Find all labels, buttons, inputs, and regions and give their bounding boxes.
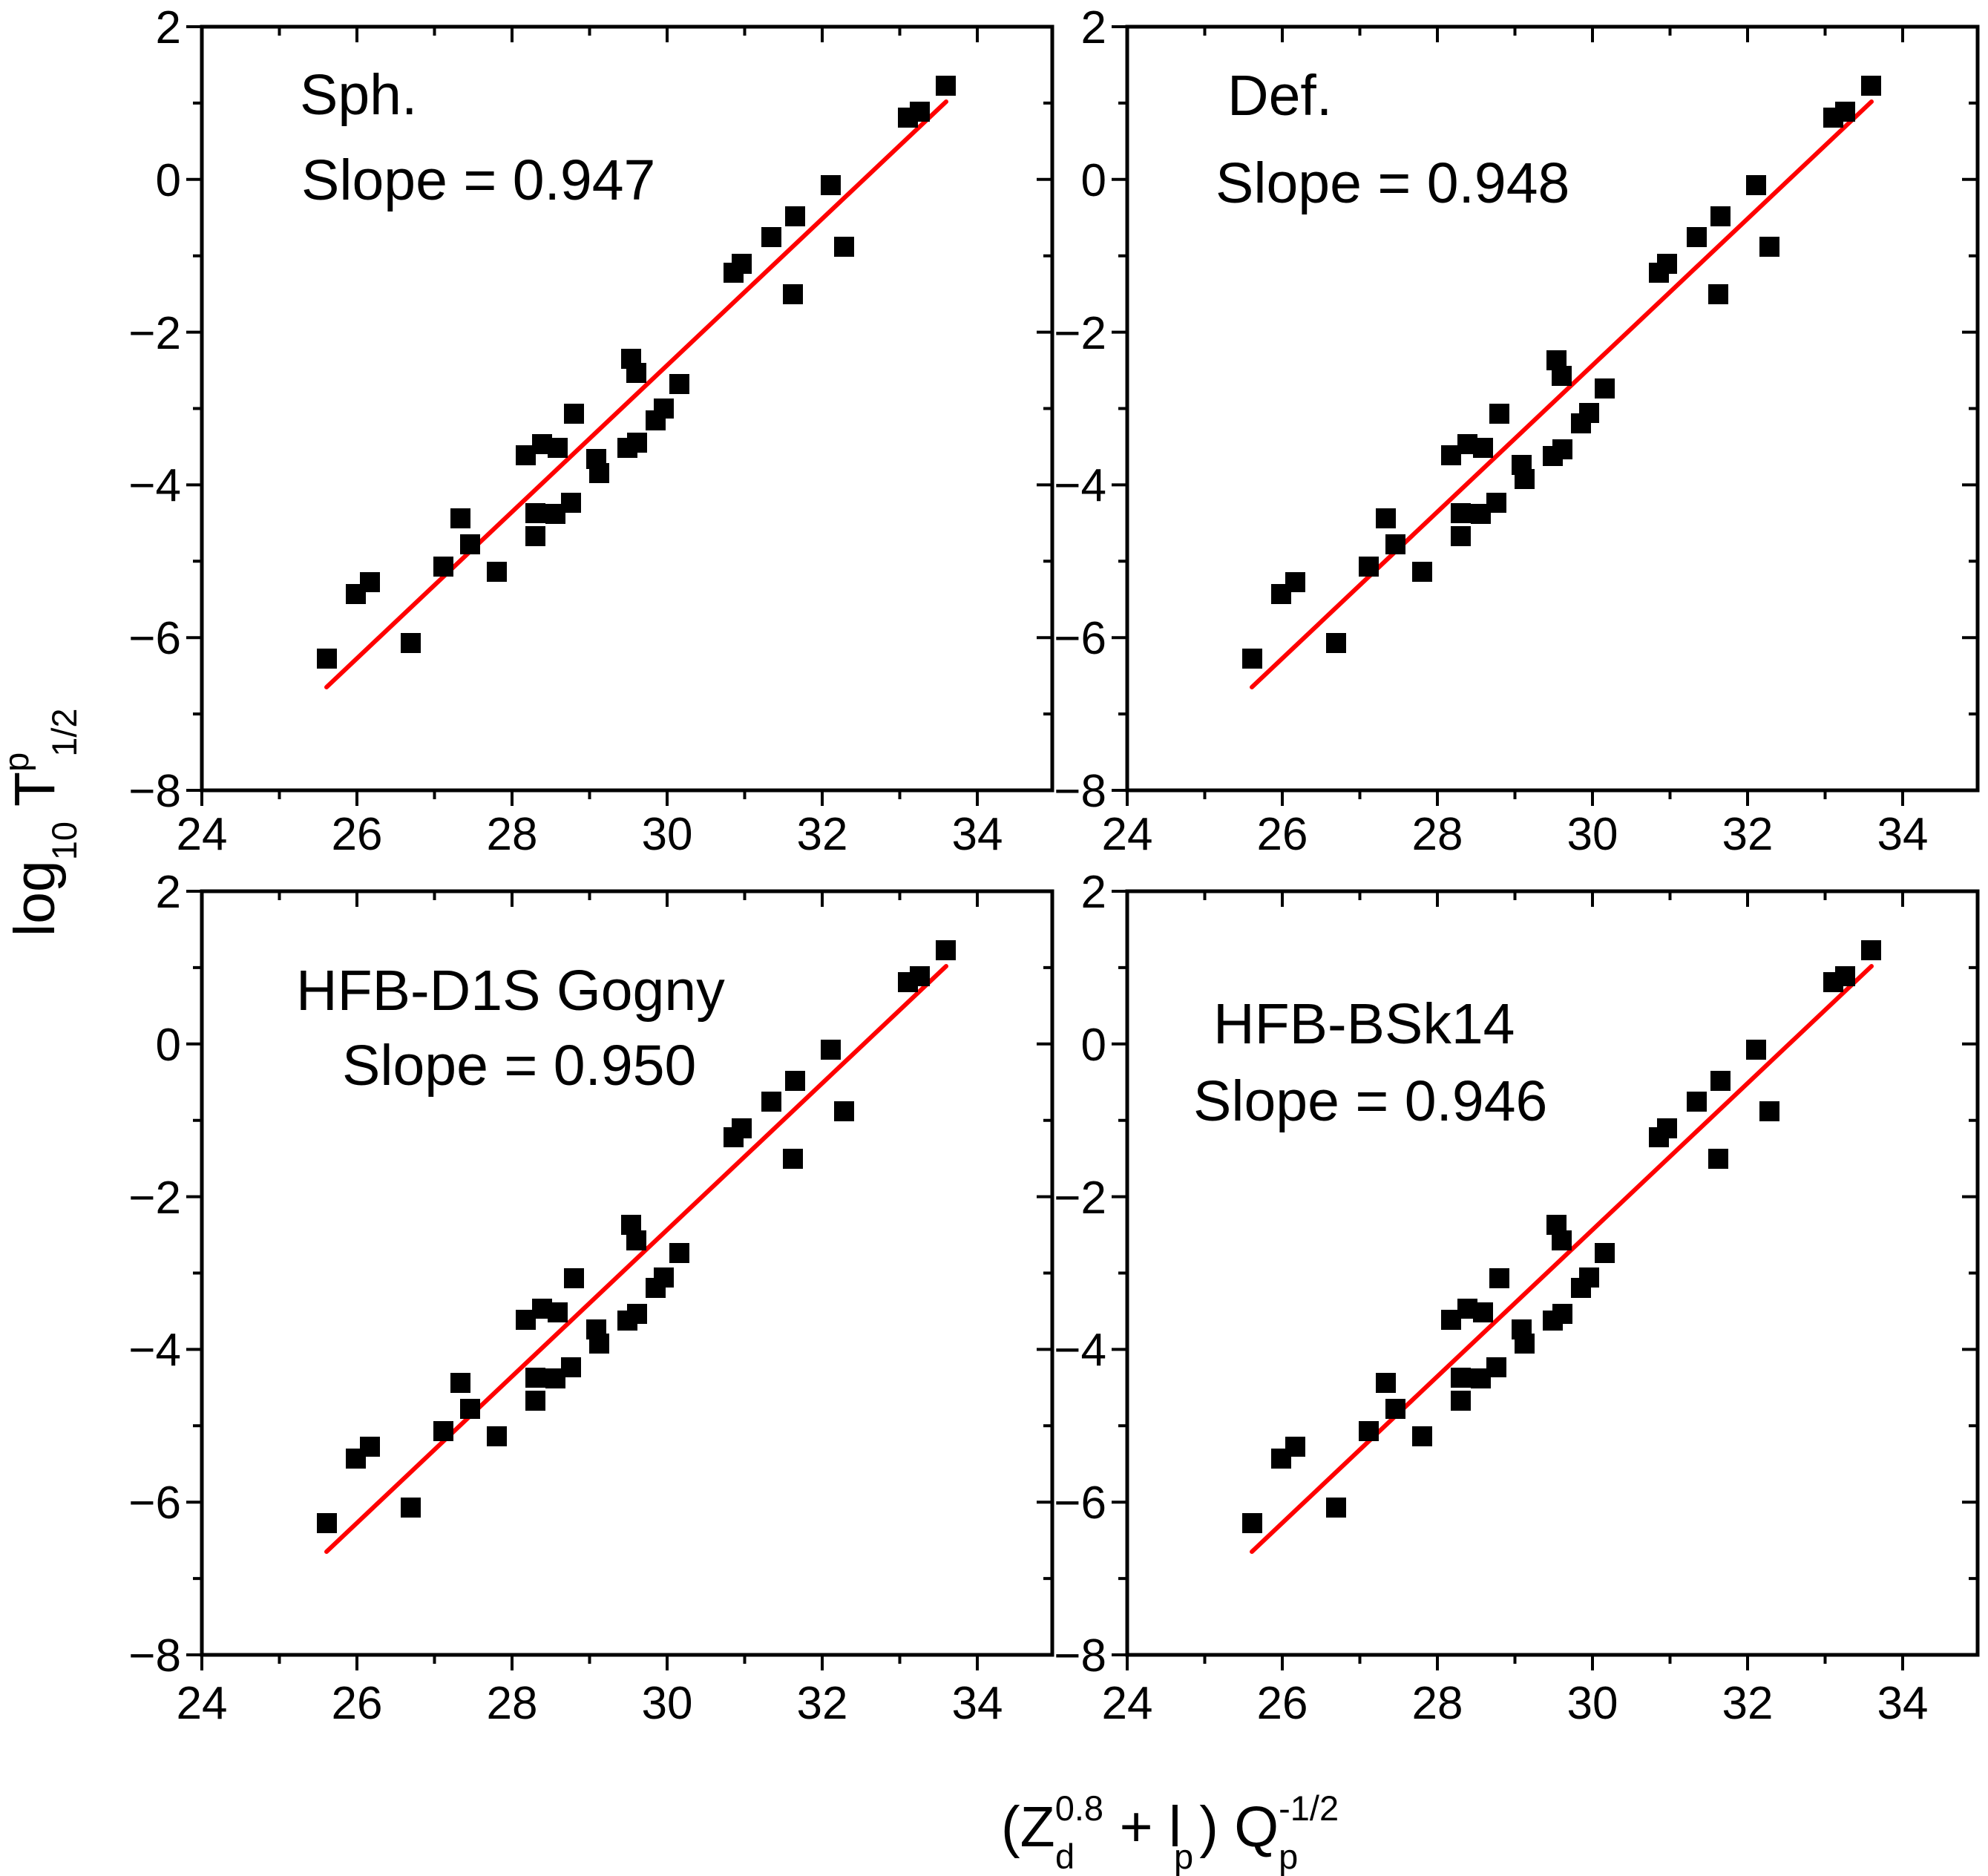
svg-text:Slope = 0.946: Slope = 0.946 xyxy=(1193,1069,1547,1133)
svg-text:−4: −4 xyxy=(128,460,181,511)
svg-text:2: 2 xyxy=(156,867,181,918)
svg-text:−8: −8 xyxy=(128,766,181,817)
svg-text:HFB-D1S Gogny: HFB-D1S Gogny xyxy=(296,959,725,1023)
svg-text:28: 28 xyxy=(487,1678,538,1729)
svg-text:32: 32 xyxy=(1722,1678,1774,1729)
svg-text:32: 32 xyxy=(1722,809,1774,860)
svg-text:−2: −2 xyxy=(128,308,181,359)
svg-text:2: 2 xyxy=(1081,2,1106,53)
svg-text:2: 2 xyxy=(156,2,181,53)
svg-text:−6: −6 xyxy=(1054,1477,1106,1529)
svg-text:2: 2 xyxy=(1081,867,1106,918)
svg-text:28: 28 xyxy=(487,809,538,860)
svg-text:Slope = 0.950: Slope = 0.950 xyxy=(342,1034,696,1098)
svg-text:−2: −2 xyxy=(128,1172,181,1224)
svg-text:30: 30 xyxy=(642,809,693,860)
svg-text:34: 34 xyxy=(952,1678,1003,1729)
svg-text:32: 32 xyxy=(797,1678,848,1729)
svg-text:0: 0 xyxy=(1081,1020,1106,1071)
svg-text:−8: −8 xyxy=(1054,766,1106,817)
svg-text:30: 30 xyxy=(1567,809,1618,860)
svg-text:24: 24 xyxy=(1102,809,1153,860)
svg-text:24: 24 xyxy=(177,1678,228,1729)
svg-text:−6: −6 xyxy=(128,1477,181,1529)
svg-text:34: 34 xyxy=(1877,809,1929,860)
svg-text:0: 0 xyxy=(156,155,181,206)
svg-text:−4: −4 xyxy=(1054,1325,1106,1376)
svg-text:26: 26 xyxy=(1257,809,1308,860)
svg-text:24: 24 xyxy=(177,809,228,860)
svg-text:−2: −2 xyxy=(1054,308,1106,359)
svg-text:Slope = 0.947: Slope = 0.947 xyxy=(301,148,655,212)
svg-text:−6: −6 xyxy=(128,613,181,664)
svg-text:28: 28 xyxy=(1412,1678,1463,1729)
svg-text:0: 0 xyxy=(156,1020,181,1071)
svg-text:−2: −2 xyxy=(1054,1172,1106,1224)
svg-text:34: 34 xyxy=(1877,1678,1929,1729)
svg-text:32: 32 xyxy=(797,809,848,860)
svg-text:−6: −6 xyxy=(1054,613,1106,664)
svg-text:30: 30 xyxy=(642,1678,693,1729)
svg-text:30: 30 xyxy=(1567,1678,1618,1729)
svg-text:−8: −8 xyxy=(128,1630,181,1682)
svg-text:28: 28 xyxy=(1412,809,1463,860)
svg-text:34: 34 xyxy=(952,809,1003,860)
svg-text:26: 26 xyxy=(332,809,383,860)
svg-text:Slope = 0.948: Slope = 0.948 xyxy=(1216,151,1569,215)
svg-text:0: 0 xyxy=(1081,155,1106,206)
svg-text:Def.: Def. xyxy=(1227,64,1332,128)
svg-text:−4: −4 xyxy=(1054,460,1106,511)
svg-text:24: 24 xyxy=(1102,1678,1153,1729)
svg-text:26: 26 xyxy=(332,1678,383,1729)
svg-text:−4: −4 xyxy=(128,1325,181,1376)
svg-text:−8: −8 xyxy=(1054,1630,1106,1682)
svg-text:26: 26 xyxy=(1257,1678,1308,1729)
svg-text:HFB-BSk14: HFB-BSk14 xyxy=(1213,992,1515,1056)
svg-text:Sph.: Sph. xyxy=(300,63,417,127)
